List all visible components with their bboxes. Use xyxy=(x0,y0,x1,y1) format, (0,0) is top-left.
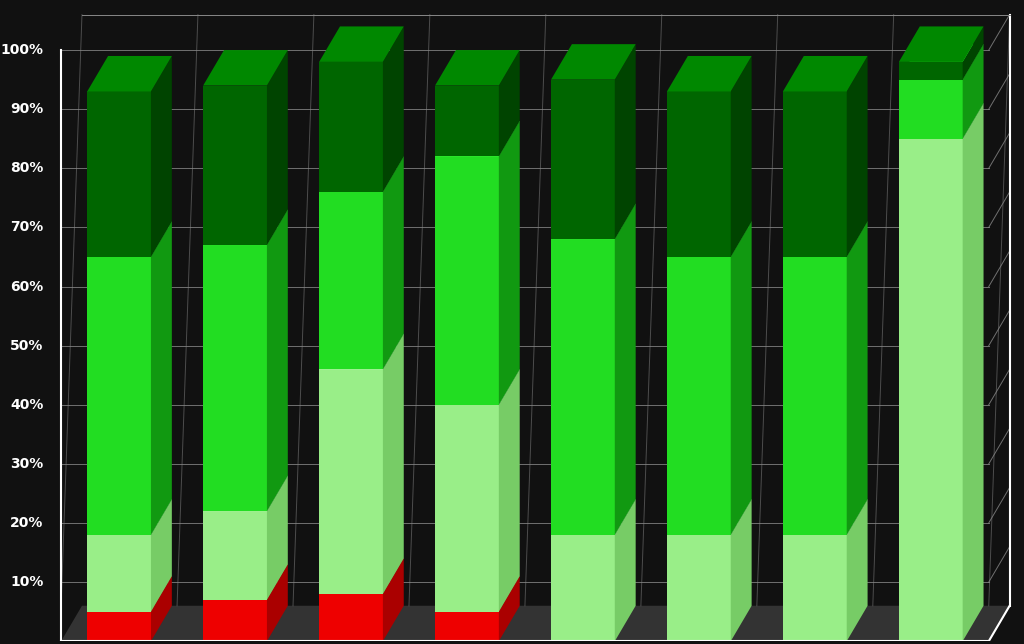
Text: 50%: 50% xyxy=(10,339,44,353)
Polygon shape xyxy=(899,26,983,62)
Polygon shape xyxy=(319,594,383,641)
Polygon shape xyxy=(551,44,636,80)
Polygon shape xyxy=(499,50,520,156)
Polygon shape xyxy=(151,56,172,257)
Polygon shape xyxy=(87,612,151,641)
Polygon shape xyxy=(435,405,499,612)
Polygon shape xyxy=(731,499,752,641)
Polygon shape xyxy=(319,334,403,369)
Polygon shape xyxy=(899,138,963,641)
Polygon shape xyxy=(783,91,847,257)
Polygon shape xyxy=(435,86,499,156)
Text: 20%: 20% xyxy=(10,516,44,530)
Polygon shape xyxy=(614,204,636,535)
Polygon shape xyxy=(435,576,520,612)
Polygon shape xyxy=(667,56,752,91)
Polygon shape xyxy=(267,210,288,511)
Polygon shape xyxy=(383,558,403,641)
Text: 100%: 100% xyxy=(1,43,44,57)
Polygon shape xyxy=(847,499,867,641)
Text: 10%: 10% xyxy=(10,575,44,589)
Polygon shape xyxy=(783,56,867,91)
Polygon shape xyxy=(151,499,172,612)
Text: 40%: 40% xyxy=(10,398,44,412)
Polygon shape xyxy=(731,56,752,257)
Polygon shape xyxy=(614,499,636,641)
Polygon shape xyxy=(899,62,963,80)
Polygon shape xyxy=(267,476,288,600)
Text: 90%: 90% xyxy=(10,102,44,116)
Polygon shape xyxy=(151,222,172,535)
Polygon shape xyxy=(87,257,151,535)
Polygon shape xyxy=(203,50,288,86)
Text: 30%: 30% xyxy=(10,457,44,471)
Polygon shape xyxy=(614,44,636,239)
Polygon shape xyxy=(87,91,151,257)
Polygon shape xyxy=(783,257,847,535)
Polygon shape xyxy=(435,156,499,405)
Polygon shape xyxy=(319,369,383,594)
Polygon shape xyxy=(267,564,288,641)
Polygon shape xyxy=(319,26,403,62)
Polygon shape xyxy=(499,121,520,405)
Polygon shape xyxy=(783,222,867,257)
Polygon shape xyxy=(963,26,983,80)
Polygon shape xyxy=(899,80,963,138)
Polygon shape xyxy=(667,222,752,257)
Polygon shape xyxy=(551,80,614,239)
Polygon shape xyxy=(435,121,520,156)
Polygon shape xyxy=(203,511,267,600)
Polygon shape xyxy=(203,86,267,245)
Polygon shape xyxy=(435,50,520,86)
Polygon shape xyxy=(319,558,403,594)
Polygon shape xyxy=(203,245,267,511)
Polygon shape xyxy=(87,576,172,612)
Polygon shape xyxy=(551,204,636,239)
Polygon shape xyxy=(383,334,403,594)
Polygon shape xyxy=(319,156,403,192)
Polygon shape xyxy=(783,499,867,535)
Polygon shape xyxy=(847,56,867,257)
Polygon shape xyxy=(203,210,288,245)
Polygon shape xyxy=(667,257,731,535)
Text: 80%: 80% xyxy=(10,161,44,175)
Polygon shape xyxy=(435,612,499,641)
Polygon shape xyxy=(667,535,731,641)
Polygon shape xyxy=(551,535,614,641)
Polygon shape xyxy=(499,369,520,612)
Polygon shape xyxy=(499,576,520,641)
Polygon shape xyxy=(87,535,151,612)
Polygon shape xyxy=(203,564,288,600)
Polygon shape xyxy=(383,26,403,192)
Polygon shape xyxy=(899,103,983,138)
Polygon shape xyxy=(963,44,983,138)
Polygon shape xyxy=(87,56,172,91)
Polygon shape xyxy=(667,499,752,535)
Polygon shape xyxy=(151,576,172,641)
Polygon shape xyxy=(435,369,520,405)
Polygon shape xyxy=(731,222,752,535)
Polygon shape xyxy=(61,606,1010,641)
Polygon shape xyxy=(87,499,172,535)
Polygon shape xyxy=(87,222,172,257)
Polygon shape xyxy=(319,192,383,369)
Polygon shape xyxy=(267,50,288,245)
Text: 60%: 60% xyxy=(10,279,44,294)
Text: 70%: 70% xyxy=(10,220,44,234)
Polygon shape xyxy=(847,222,867,535)
Polygon shape xyxy=(551,239,614,535)
Polygon shape xyxy=(203,600,267,641)
Polygon shape xyxy=(319,62,383,192)
Polygon shape xyxy=(899,44,983,80)
Polygon shape xyxy=(383,156,403,369)
Polygon shape xyxy=(783,535,847,641)
Polygon shape xyxy=(667,91,731,257)
Polygon shape xyxy=(963,103,983,641)
Polygon shape xyxy=(203,476,288,511)
Polygon shape xyxy=(551,499,636,535)
